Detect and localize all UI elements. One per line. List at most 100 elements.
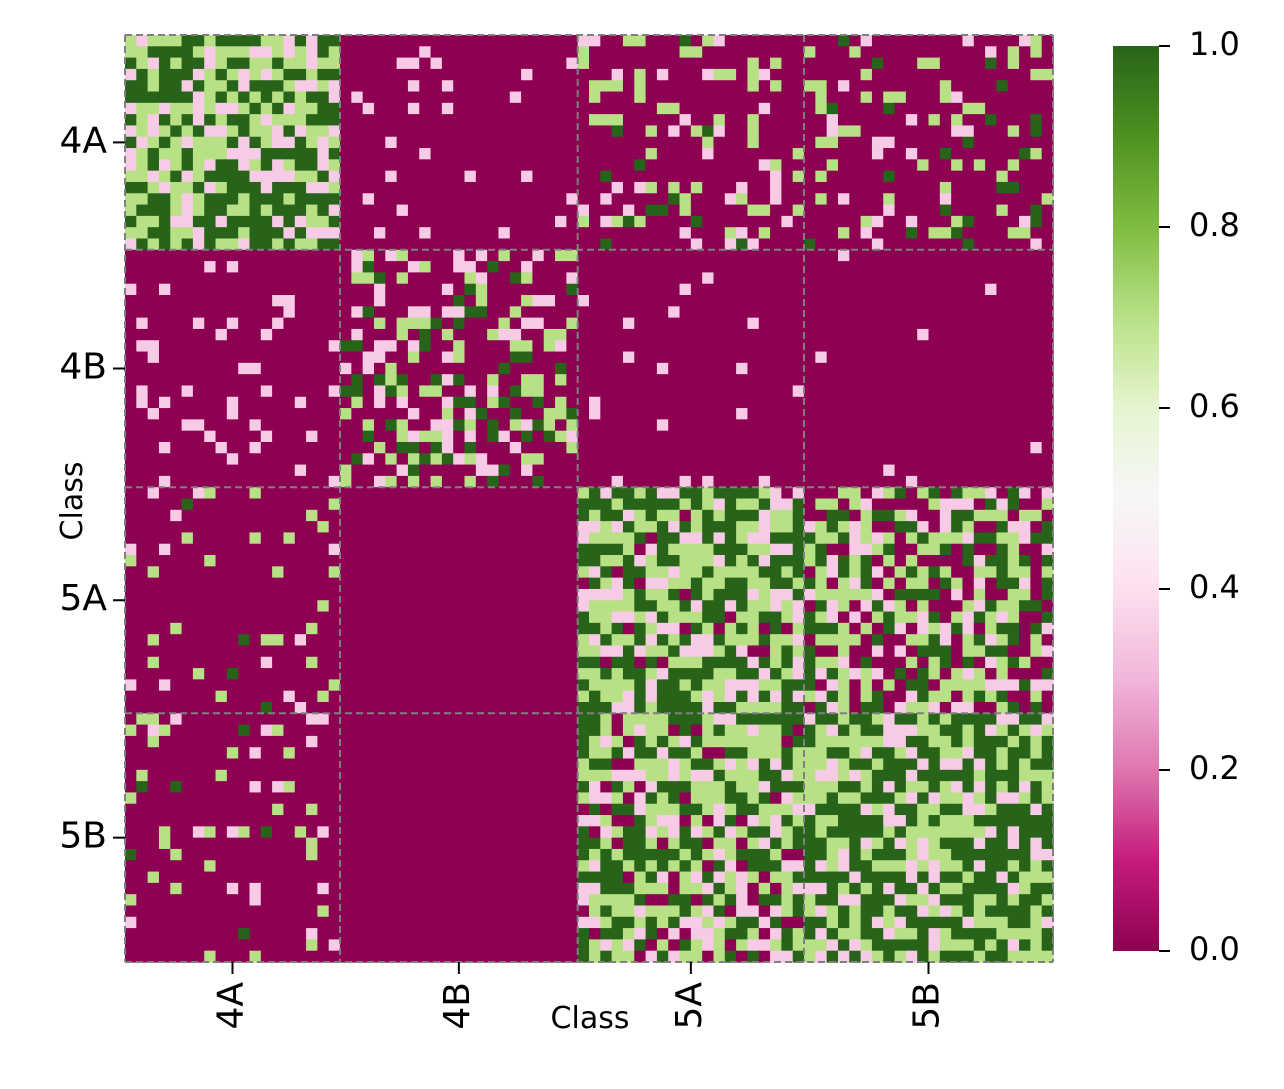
heatmap-cell <box>815 148 828 160</box>
heatmap-cell <box>690 159 703 172</box>
heatmap-cell <box>158 238 171 251</box>
heatmap-cell <box>622 261 635 273</box>
heatmap-cell <box>781 634 794 647</box>
heatmap-cell <box>373 634 386 647</box>
heatmap-cell <box>792 295 805 307</box>
heatmap-cell <box>340 249 352 262</box>
heatmap-cell <box>351 114 364 127</box>
heatmap-cell <box>600 57 613 70</box>
heatmap-cell <box>939 543 952 556</box>
heatmap-cell <box>362 306 375 319</box>
heatmap-cell <box>917 91 930 104</box>
heatmap-cell <box>136 566 149 579</box>
heatmap-cell <box>260 701 273 714</box>
heatmap-cell <box>815 566 828 579</box>
heatmap-cell <box>181 498 194 511</box>
heatmap-cell <box>226 125 239 138</box>
heatmap-cell <box>736 430 749 443</box>
heatmap-cell <box>837 125 850 138</box>
heatmap-cell <box>702 215 715 228</box>
heatmap-cell <box>351 136 364 149</box>
heatmap-cell <box>1030 114 1043 127</box>
heatmap-cell <box>702 170 715 183</box>
heatmap-cell <box>826 588 839 601</box>
heatmap-cell <box>679 419 692 432</box>
heatmap-cell <box>973 181 986 194</box>
heatmap-cell <box>826 577 839 590</box>
heatmap-cell <box>453 249 466 262</box>
heatmap-cell <box>973 521 986 534</box>
heatmap-cell <box>656 148 669 160</box>
heatmap-cell <box>385 125 398 138</box>
heatmap-cell <box>328 181 341 194</box>
heatmap-cell <box>894 91 907 104</box>
heatmap-cell <box>430 295 443 307</box>
heatmap-cell <box>464 611 477 624</box>
heatmap-cell <box>600 80 613 93</box>
heatmap-cell <box>668 588 681 601</box>
heatmap-cell <box>747 385 760 398</box>
heatmap-cell <box>849 713 862 726</box>
heatmap-cell <box>702 408 715 420</box>
heatmap-cell <box>668 125 681 138</box>
heatmap-cell <box>917 295 930 307</box>
heatmap-cell <box>294 577 307 590</box>
heatmap-cell <box>770 555 782 567</box>
heatmap-cell <box>192 306 205 319</box>
heatmap-cell <box>226 396 239 409</box>
heatmap-cell <box>464 57 477 70</box>
heatmap-cell <box>973 295 986 307</box>
heatmap-cell <box>328 306 341 319</box>
heatmap-cell <box>317 622 330 635</box>
heatmap-cell <box>170 509 183 522</box>
heatmap-cell <box>340 521 352 534</box>
heatmap-cell <box>804 521 816 534</box>
heatmap-cell <box>419 419 432 432</box>
heatmap-cell <box>340 227 352 240</box>
heatmap-cell <box>600 577 613 590</box>
heatmap-cell <box>589 80 601 93</box>
heatmap-cell <box>758 261 771 273</box>
heatmap-cell <box>634 475 647 488</box>
heatmap-cell <box>747 261 760 273</box>
heatmap-cell <box>328 487 341 500</box>
heatmap-cell <box>396 68 409 81</box>
heatmap-cell <box>611 645 624 658</box>
heatmap-cell <box>566 532 579 545</box>
heatmap-cell <box>985 136 998 149</box>
heatmap-cell <box>962 159 975 172</box>
heatmap-cell <box>849 430 862 443</box>
heatmap-cell <box>351 611 364 624</box>
heatmap-cell <box>611 464 624 477</box>
heatmap-cell <box>362 238 375 251</box>
heatmap-cell <box>453 679 466 692</box>
heatmap-cell <box>125 295 137 307</box>
heatmap-cell <box>181 430 194 443</box>
heatmap-cell <box>996 261 1009 273</box>
heatmap-cell <box>792 611 805 624</box>
heatmap-cell <box>430 464 443 477</box>
heatmap-cell <box>702 679 715 692</box>
heatmap-cell <box>860 408 873 420</box>
heatmap-cell <box>973 668 986 680</box>
heatmap-cell <box>1030 181 1043 194</box>
heatmap-cell <box>747 487 760 500</box>
heatmap-cell <box>747 181 760 194</box>
heatmap-cell <box>905 588 918 601</box>
heatmap-cell <box>215 408 228 420</box>
heatmap-cell <box>272 419 285 432</box>
heatmap-cell <box>430 611 443 624</box>
heatmap-cell <box>351 498 364 511</box>
heatmap-cell <box>260 91 273 104</box>
heatmap-cell <box>566 475 579 488</box>
heatmap-cell <box>362 227 375 240</box>
heatmap-cell <box>883 159 896 172</box>
heatmap-cell <box>226 317 239 330</box>
heatmap-cell <box>158 611 171 624</box>
heatmap-cell <box>487 57 500 70</box>
heatmap-cell <box>385 181 398 194</box>
heatmap-cell <box>939 713 952 726</box>
heatmap-cell <box>555 317 567 330</box>
heatmap-cell <box>645 227 658 240</box>
heatmap-cell <box>905 249 918 262</box>
